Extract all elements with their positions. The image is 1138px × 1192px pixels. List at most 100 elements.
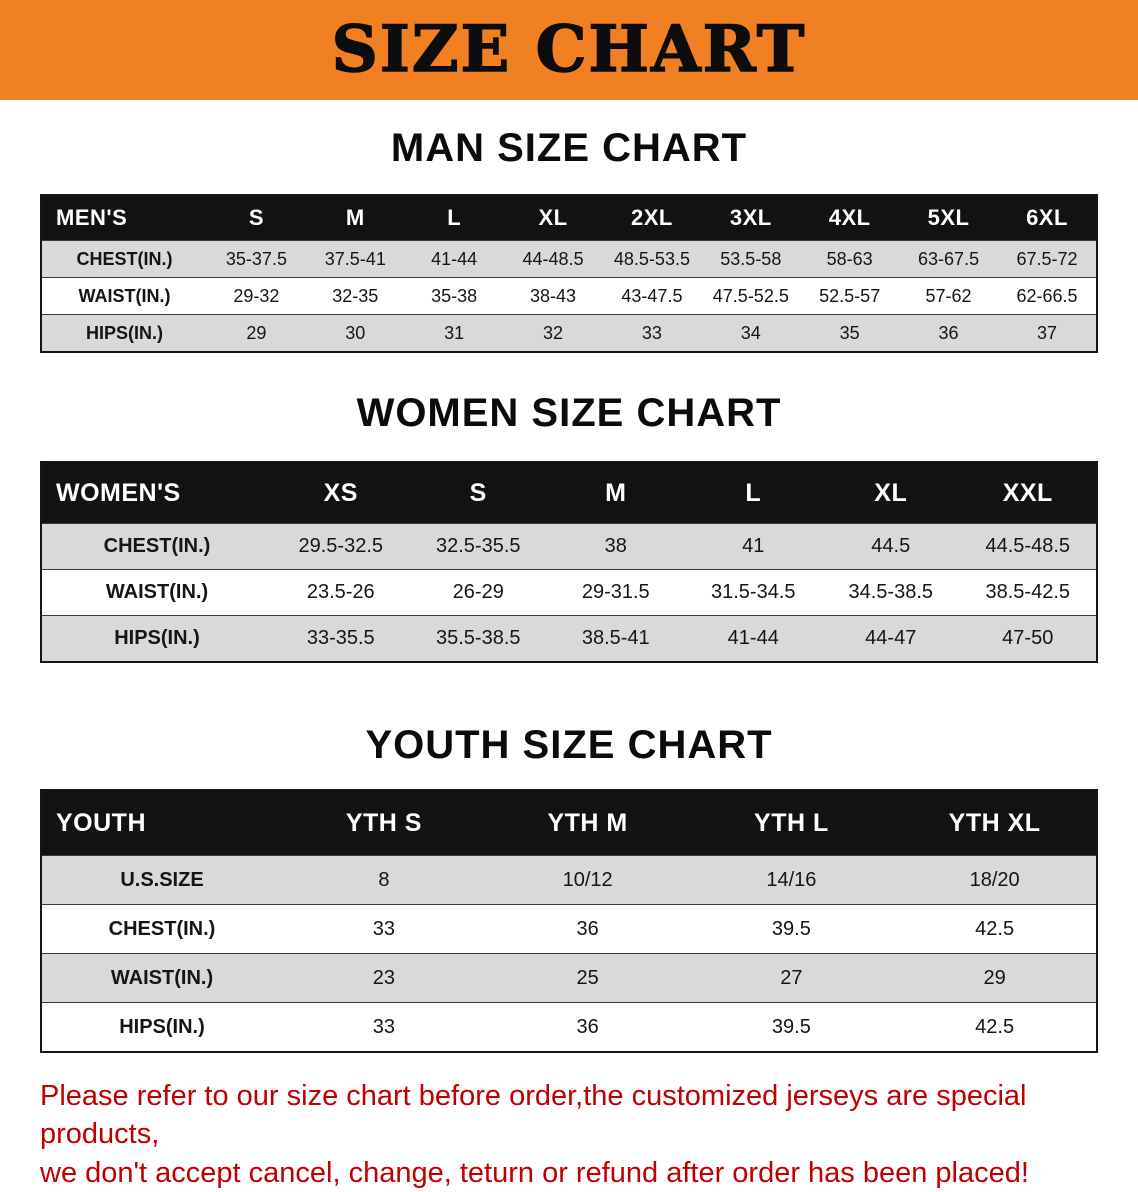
size-value-cell: 29-32 (207, 277, 306, 315)
size-value-cell: 39.5 (689, 904, 894, 954)
size-value-cell: 37.5-41 (305, 240, 405, 278)
size-value-cell: 38.5-41 (547, 615, 685, 662)
row-label: HIPS(IN.) (41, 615, 272, 662)
youth-section-heading: YOUTH SIZE CHART (365, 723, 773, 767)
size-value-cell: 8 (282, 855, 486, 905)
table-row: WAIST(IN.) 23.5-26 26-29 29-31.5 31.5-34.5 34… (41, 569, 1097, 616)
order-notice-line-2: we don't accept cancel, change, teturn o… (40, 1156, 1029, 1189)
size-value-cell: 41-44 (684, 615, 822, 662)
youth-size-table: YOUTH YTH S YTH M YTH L YTH XL U.S.SIZE 8 10/12… (40, 789, 1098, 1053)
row-label: HIPS(IN.) (41, 1002, 282, 1052)
table-header-row: MEN'S S M L XL 2XL 3XL 4XL 5XL 6XL (41, 195, 1097, 241)
size-column-header: M (547, 462, 685, 524)
size-value-cell: 25 (485, 953, 690, 1003)
size-column-header: XL (503, 195, 603, 241)
size-value-cell: 36 (899, 314, 998, 352)
size-value-cell: 33-35.5 (272, 615, 410, 662)
size-value-cell: 14/16 (689, 855, 894, 905)
men-section-heading: MAN SIZE CHART (390, 126, 748, 170)
size-column-header: XS (272, 462, 410, 524)
size-value-cell: 32 (503, 314, 603, 352)
size-value-cell: 43-47.5 (602, 277, 702, 315)
size-column-header: YTH M (485, 790, 690, 856)
size-column-header: M (305, 195, 405, 241)
size-column-header: L (404, 195, 504, 241)
table-header-row: YOUTH YTH S YTH M YTH L YTH XL (41, 790, 1097, 856)
size-column-header: 2XL (602, 195, 702, 241)
table-row: HIPS(IN.) 33 36 39.5 42.5 (41, 1002, 1097, 1052)
size-value-cell: 38 (547, 523, 685, 570)
size-value-cell: 62-66.5 (998, 277, 1097, 315)
size-value-cell: 44.5 (822, 523, 960, 570)
size-value-cell: 29.5-32.5 (272, 523, 410, 570)
size-value-cell: 23.5-26 (272, 569, 410, 616)
size-value-cell: 48.5-53.5 (602, 240, 702, 278)
row-label: HIPS(IN.) (41, 314, 207, 352)
table-row: WAIST(IN.) 23 25 27 29 (41, 953, 1097, 1003)
size-column-header: S (409, 462, 547, 524)
size-value-cell: 57-62 (899, 277, 998, 315)
women-section-heading: WOMEN SIZE CHART (356, 391, 782, 435)
size-value-cell: 29-31.5 (547, 569, 685, 616)
size-value-cell: 35.5-38.5 (409, 615, 547, 662)
size-column-header: S (207, 195, 306, 241)
size-value-cell: 35-38 (404, 277, 504, 315)
size-value-cell: 36 (485, 904, 690, 954)
women-size-section: WOMEN SIZE CHART WOMEN'S XS S M L XL XXL CHEST(… (0, 391, 1138, 663)
table-row: CHEST(IN.) 35-37.5 37.5-41 41-44 44-48.5 48.5… (41, 240, 1097, 278)
row-label: U.S.SIZE (41, 855, 282, 905)
size-value-cell: 38.5-42.5 (959, 569, 1097, 616)
size-value-cell: 63-67.5 (899, 240, 998, 278)
table-corner-label: WOMEN'S (41, 462, 272, 524)
size-value-cell: 39.5 (689, 1002, 894, 1052)
size-value-cell: 33 (282, 1002, 486, 1052)
size-value-cell: 36 (485, 1002, 690, 1052)
women-size-table: WOMEN'S XS S M L XL XXL CHEST(IN.) 29.5-32.5 32.5… (40, 461, 1098, 663)
size-value-cell: 41-44 (404, 240, 504, 278)
size-value-cell: 30 (305, 314, 405, 352)
size-value-cell: 44.5-48.5 (959, 523, 1097, 570)
size-value-cell: 33 (602, 314, 702, 352)
size-value-cell: 52.5-57 (800, 277, 900, 315)
size-value-cell: 27 (689, 953, 894, 1003)
size-value-cell: 26-29 (409, 569, 547, 616)
size-column-header: 4XL (800, 195, 900, 241)
size-value-cell: 31 (404, 314, 504, 352)
size-value-cell: 29 (893, 953, 1097, 1003)
table-row: WAIST(IN.) 29-32 32-35 35-38 38-43 43-47.5 47.… (41, 277, 1097, 315)
row-label: CHEST(IN.) (41, 523, 272, 570)
size-value-cell: 44-48.5 (503, 240, 603, 278)
size-value-cell: 38-43 (503, 277, 603, 315)
size-value-cell: 53.5-58 (701, 240, 801, 278)
order-notice: Please refer to our size chart before or… (40, 1077, 1098, 1192)
size-value-cell: 29 (207, 314, 306, 352)
banner-title: SIZE CHART (331, 12, 807, 87)
size-value-cell: 32.5-35.5 (409, 523, 547, 570)
row-label: WAIST(IN.) (41, 569, 272, 616)
size-value-cell: 42.5 (893, 904, 1097, 954)
size-value-cell: 37 (998, 314, 1097, 352)
youth-size-section: YOUTH SIZE CHART YOUTH YTH S YTH M YTH L YTH… (0, 723, 1138, 1053)
size-value-cell: 58-63 (800, 240, 900, 278)
size-value-cell: 47.5-52.5 (701, 277, 801, 315)
table-row: HIPS(IN.) 33-35.5 35.5-38.5 38.5-41 41-44 44-… (41, 615, 1097, 662)
size-value-cell: 23 (282, 953, 486, 1003)
table-row: CHEST(IN.) 33 36 39.5 42.5 (41, 904, 1097, 954)
size-value-cell: 31.5-34.5 (684, 569, 822, 616)
size-value-cell: 67.5-72 (998, 240, 1097, 278)
size-value-cell: 41 (684, 523, 822, 570)
table-corner-label: MEN'S (41, 195, 207, 241)
size-value-cell: 32-35 (305, 277, 405, 315)
size-column-header: YTH S (282, 790, 486, 856)
size-value-cell: 18/20 (893, 855, 1097, 905)
men-size-table: MEN'S S M L XL 2XL 3XL 4XL 5XL 6XL CHEST(IN.) 35-37… (40, 194, 1098, 353)
table-corner-label: YOUTH (41, 790, 282, 856)
size-value-cell: 47-50 (959, 615, 1097, 662)
size-value-cell: 33 (282, 904, 486, 954)
men-size-section: MAN SIZE CHART MEN'S S M L XL 2XL 3XL 4XL 5XL 6XL… (0, 126, 1138, 353)
size-value-cell: 44-47 (822, 615, 960, 662)
row-label: WAIST(IN.) (41, 953, 282, 1003)
size-column-header: L (684, 462, 822, 524)
table-row: CHEST(IN.) 29.5-32.5 32.5-35.5 38 41 44.5 44.5… (41, 523, 1097, 570)
size-column-header: YTH L (689, 790, 894, 856)
